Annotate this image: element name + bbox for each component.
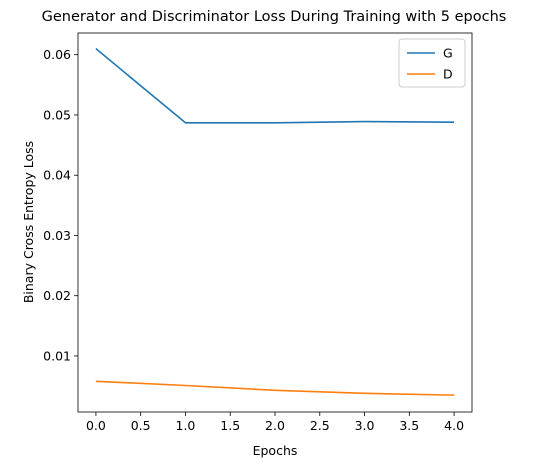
y-axis-label: Binary Cross Entropy Loss (21, 141, 36, 303)
x-tick-label: 1.5 (220, 418, 240, 433)
x-tick-label: 0.0 (86, 418, 106, 433)
y-tick-label: 0.02 (43, 288, 71, 303)
y-tick-label: 0.05 (43, 107, 71, 122)
x-axis-ticks: 0.0 0.5 1.0 1.5 2.0 2.5 3.0 3.5 4.0 (86, 412, 464, 433)
x-tick-label: 3.5 (399, 418, 419, 433)
legend: GD (399, 39, 465, 87)
plot-frame (78, 33, 472, 412)
x-tick-label: 3.0 (355, 418, 375, 433)
y-tick-label: 0.03 (43, 228, 71, 243)
x-tick-label: 2.5 (310, 418, 330, 433)
x-tick-label: 1.0 (176, 418, 196, 433)
x-tick-label: 2.0 (265, 418, 285, 433)
x-tick-label: 0.5 (131, 418, 151, 433)
legend-label-d: D (443, 67, 453, 82)
y-tick-label: 0.06 (43, 47, 71, 62)
y-axis-ticks: 0.01 0.02 0.03 0.04 0.05 0.06 (43, 47, 78, 363)
x-tick-label: 4.0 (444, 418, 464, 433)
y-tick-label: 0.01 (43, 348, 71, 363)
series-line-d (96, 381, 454, 395)
legend-box (399, 39, 465, 87)
chart-title: Generator and Discriminator Loss During … (42, 9, 507, 25)
x-axis-label: Epochs (253, 443, 298, 458)
legend-label-g: G (443, 46, 453, 61)
series-layer (96, 49, 454, 395)
y-tick-label: 0.04 (43, 168, 71, 183)
